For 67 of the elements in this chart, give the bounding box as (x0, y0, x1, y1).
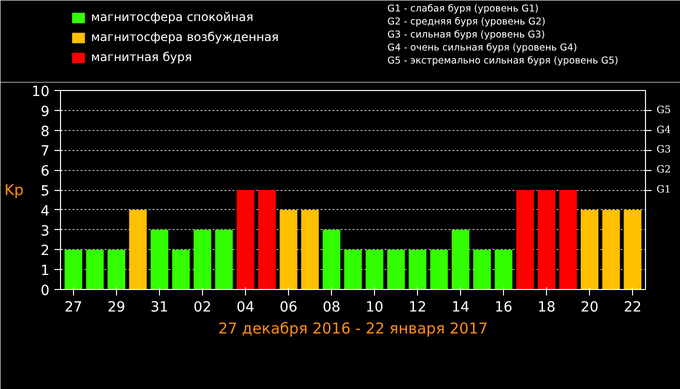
bar (150, 230, 168, 290)
x-tick-label: 04 (236, 300, 254, 316)
x-tick-label: 20 (580, 300, 598, 316)
x-tick-label: 12 (408, 300, 426, 316)
x-tick-label: 31 (150, 300, 168, 316)
bar (408, 250, 426, 290)
legend-label: магнитосфера возбужденная (91, 30, 279, 44)
bar (258, 190, 276, 290)
text: G4 - очень сильная буря (уровень G4) (387, 42, 578, 54)
x-tick-label: 29 (108, 300, 126, 316)
bar (387, 250, 405, 290)
bar (129, 210, 147, 290)
text: G3 - сильная буря (уровень G3) (387, 30, 545, 40)
bar (64, 250, 82, 290)
bar (301, 210, 319, 290)
text: G5 - экстремально сильная буря (уровень G5) (387, 56, 618, 66)
x-tick-label: 06 (280, 300, 298, 316)
bar (473, 250, 491, 290)
y-tick-label: 5 (40, 184, 50, 200)
y-tick-label: 9 (40, 104, 50, 120)
x-tick-label: 02 (194, 300, 212, 316)
bar (172, 250, 190, 290)
y-tick-label: 10 (32, 84, 50, 100)
bar (215, 230, 233, 290)
bar (86, 250, 104, 290)
text: G2 - средняя буря (уровень G2) (387, 16, 546, 28)
y-tick-label: 7 (40, 144, 50, 160)
bar (108, 250, 126, 290)
bar (580, 210, 598, 290)
x-tick-label: 27 (64, 300, 82, 316)
category-label: G4 (656, 124, 671, 136)
bar (516, 190, 534, 290)
category-label: G3 (656, 144, 671, 156)
category-label: G2 (656, 164, 671, 176)
bar (624, 210, 642, 290)
x-tick-label: 10 (366, 300, 384, 316)
y-axis-title: Kp (4, 181, 24, 199)
bar (236, 190, 254, 290)
y-tick-label: 8 (40, 124, 50, 140)
text: G1 - слабая буря (уровень G1) (387, 4, 539, 14)
category-label: G1 (656, 184, 671, 196)
bar (430, 250, 448, 290)
y-tick-label: 4 (40, 203, 50, 220)
category-label: G5 (656, 104, 671, 116)
bar (452, 230, 470, 290)
bar (280, 210, 298, 290)
bar (538, 190, 556, 290)
bar (322, 230, 340, 290)
bar (559, 190, 577, 290)
bar (494, 250, 512, 290)
x-tick-label: 08 (322, 300, 340, 316)
x-tick-label: 14 (452, 300, 470, 316)
y-tick-label: 1 (40, 263, 50, 280)
legend-label: магнитная буря (91, 50, 192, 64)
y-tick-label: 3 (40, 223, 50, 240)
y-tick-label: 2 (40, 243, 50, 260)
bar (366, 250, 384, 290)
legend-label: магнитосфера спокойная (91, 10, 254, 24)
bar (194, 230, 212, 290)
bar (602, 210, 620, 290)
y-tick-label: 0 (40, 283, 50, 299)
x-tick-label: 18 (538, 300, 556, 316)
x-tick-label: 22 (624, 300, 642, 316)
y-tick-label: 6 (40, 164, 50, 180)
x-axis-title: 27 декабря 2016 - 22 января 2017 (218, 320, 488, 338)
bar (344, 250, 362, 290)
x-tick-label: 16 (494, 300, 513, 316)
